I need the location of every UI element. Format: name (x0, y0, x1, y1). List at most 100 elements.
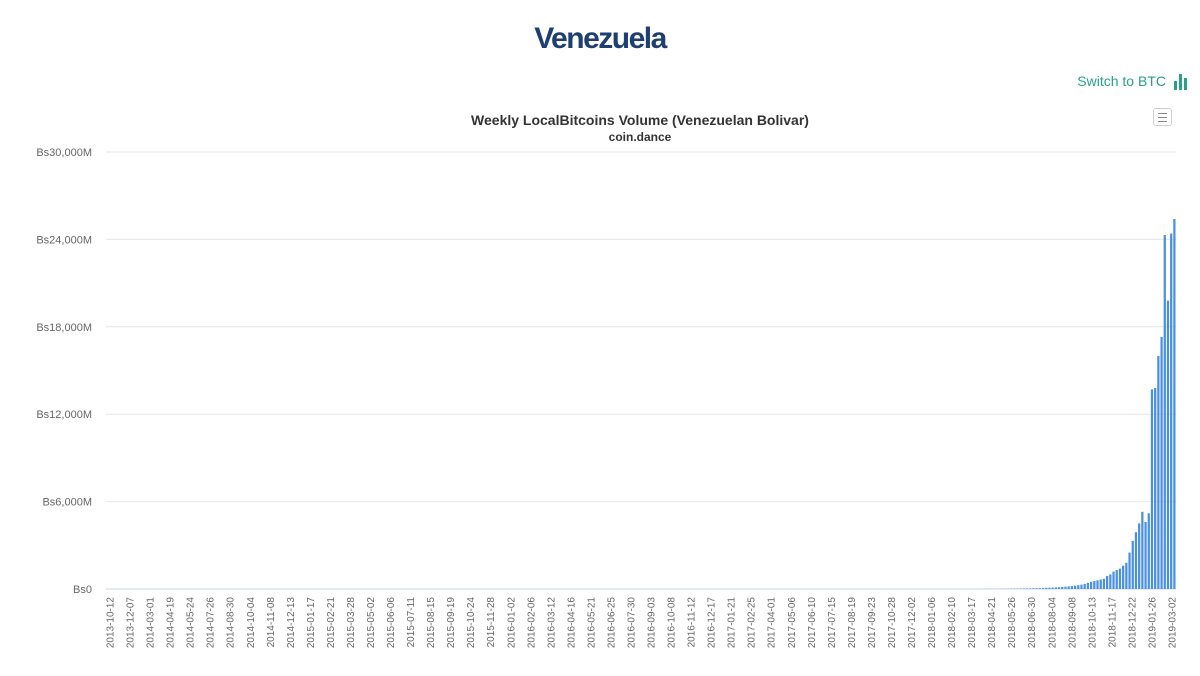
x-tick-label: 2015-09-19 (446, 597, 457, 649)
x-tick-label: 2017-09-23 (867, 597, 878, 649)
x-tick-label: 2017-01-21 (727, 597, 738, 649)
x-tick-label: 2016-06-25 (606, 597, 617, 649)
bar (1138, 523, 1141, 589)
chart-subtitle: coin.dance (609, 130, 672, 144)
y-tick-label: Bs24,000M (36, 234, 92, 246)
bar (1045, 587, 1048, 589)
x-tick-label: 2017-10-28 (887, 597, 898, 649)
x-tick-label: 2018-03-17 (967, 597, 978, 649)
x-tick-label: 2017-08-19 (847, 597, 858, 649)
bar (1022, 588, 1025, 589)
x-tick-label: 2015-10-24 (466, 597, 477, 649)
bar (1147, 513, 1150, 589)
bars (977, 219, 1176, 590)
bar (1141, 511, 1144, 589)
bar (1173, 219, 1176, 590)
bar (1070, 586, 1074, 589)
x-tick-label: 2018-02-10 (947, 597, 958, 649)
bar (1099, 579, 1102, 589)
x-tick-label: 2017-04-01 (767, 597, 778, 649)
x-tick-label: 2017-12-02 (907, 597, 918, 649)
x-tick-label: 2017-06-10 (807, 597, 818, 649)
chart-menu-button[interactable] (1153, 108, 1172, 126)
bar (1170, 233, 1173, 589)
x-tick-label: 2016-12-17 (707, 597, 718, 649)
bar (1025, 588, 1029, 589)
bar (1057, 587, 1061, 589)
x-tick-label: 2019-03-02 (1168, 597, 1179, 649)
x-tick-label: 2016-09-03 (647, 597, 658, 649)
x-tick-label: 2014-03-01 (146, 597, 157, 649)
x-tick-label: 2018-01-06 (927, 597, 938, 649)
bar (1163, 235, 1166, 589)
bar (1093, 580, 1096, 589)
bar (1128, 552, 1131, 589)
x-tick-label: 2018-11-17 (1107, 597, 1118, 648)
bar-chart-icon (1174, 74, 1187, 90)
chart-title: Weekly LocalBitcoins Volume (Venezuelan … (471, 112, 809, 128)
x-tick-label: 2018-09-08 (1067, 597, 1078, 649)
x-tick-label: 2014-11-08 (266, 597, 277, 648)
x-tick-label: 2014-12-13 (286, 597, 297, 649)
bar (1122, 565, 1125, 589)
x-tick-label: 2015-08-15 (426, 597, 437, 649)
switch-to-btc-link[interactable]: Switch to BTC (1077, 72, 1190, 90)
x-tick-label: 2018-10-13 (1087, 597, 1098, 649)
bar (1115, 570, 1118, 589)
y-tick-label: Bs0 (73, 584, 92, 596)
x-tick-label: 2018-05-26 (1007, 597, 1018, 649)
x-tick-label: 2018-12-22 (1127, 597, 1138, 649)
bar (1029, 588, 1032, 589)
hamburger-menu-icon (1158, 113, 1167, 114)
bar (1035, 588, 1038, 589)
x-tick-label: 2016-05-21 (586, 597, 597, 649)
bar (1134, 532, 1138, 589)
x-tick-label: 2018-04-21 (987, 597, 998, 649)
bar (1166, 300, 1170, 589)
x-tick-label: 2015-05-02 (366, 597, 377, 649)
bar (1054, 587, 1057, 589)
y-axis: Bs0 Bs6,000M Bs12,000M Bs18,000M Bs24,000M Bs… (36, 147, 92, 596)
bar (1102, 578, 1106, 589)
bar (1144, 521, 1147, 589)
x-tick-label: 2016-04-16 (566, 597, 577, 649)
x-tick-label: 2014-08-30 (226, 597, 237, 649)
bar (1048, 587, 1051, 589)
page-title: Venezuela (534, 22, 667, 55)
bar (1106, 575, 1109, 589)
bar (1041, 587, 1045, 589)
y-tick-label: Bs18,000M (36, 322, 92, 334)
bar (1051, 587, 1054, 589)
bar (1096, 580, 1099, 589)
grid-lines (106, 151, 1176, 590)
x-tick-label: 2014-10-04 (246, 597, 257, 649)
x-tick-label: 2018-06-30 (1027, 597, 1038, 649)
bar (1150, 389, 1154, 589)
x-tick-label: 2017-05-06 (787, 597, 798, 649)
y-tick-label: Bs12,000M (36, 409, 92, 421)
volume-chart: Weekly LocalBitcoins Volume (Venezuelan … (36, 112, 1179, 649)
x-tick-label: 2014-07-26 (206, 597, 217, 649)
bar (1067, 586, 1070, 589)
bar (1160, 336, 1163, 589)
switch-to-btc-label: Switch to BTC (1077, 73, 1166, 89)
bar (1061, 586, 1064, 589)
x-tick-label: 2013-10-12 (106, 597, 117, 649)
x-tick-label: 2018-08-04 (1047, 597, 1058, 649)
bar (1032, 588, 1035, 589)
x-tick-label: 2015-06-06 (386, 597, 397, 649)
y-tick-label: Bs6,000M (42, 497, 92, 509)
x-tick-label: 2017-02-25 (747, 597, 758, 649)
bar (1125, 562, 1128, 589)
bar (1083, 583, 1086, 589)
bar (1131, 540, 1134, 589)
x-tick-label: 2014-05-24 (186, 597, 197, 649)
bar (1080, 584, 1083, 589)
x-tick-label: 2019-01-26 (1147, 597, 1158, 649)
x-tick-label: 2016-01-02 (506, 597, 517, 649)
bar (1157, 355, 1160, 589)
x-tick-label: 2016-10-08 (667, 597, 678, 649)
bar (1109, 574, 1112, 589)
bar (1112, 571, 1115, 589)
x-tick-label: 2015-07-11 (406, 597, 417, 648)
